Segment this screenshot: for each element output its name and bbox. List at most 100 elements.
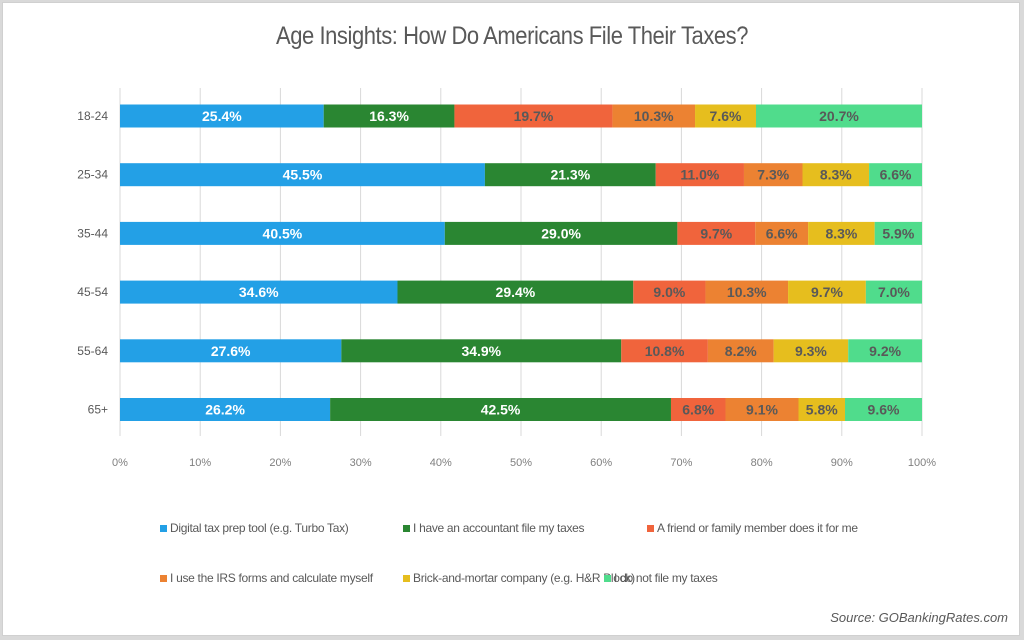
- data-label: 11.0%: [680, 167, 719, 183]
- data-label: 6.6%: [766, 225, 798, 241]
- bar-segment: [633, 280, 706, 304]
- x-tick-label: 90%: [831, 457, 853, 469]
- bar-segment: [330, 398, 671, 421]
- bar-segment: [120, 280, 398, 304]
- data-label: 7.3%: [757, 167, 789, 183]
- source-note: Source: GOBankingRates.com: [830, 610, 1008, 625]
- x-tick-label: 70%: [670, 457, 692, 469]
- data-label: 10.3%: [727, 284, 767, 300]
- data-label: 20.7%: [819, 108, 859, 124]
- x-tick-label: 20%: [269, 457, 291, 469]
- bar-segment: [788, 280, 866, 304]
- category-label: 25-34: [77, 168, 108, 182]
- bar-segment: [120, 339, 342, 363]
- legend-item: I have an accountant file my taxes: [403, 521, 585, 535]
- bar-segment: [397, 280, 634, 304]
- legend-swatch: [403, 525, 410, 532]
- legend-label: I have an accountant file my taxes: [413, 521, 585, 535]
- legend-item: Digital tax prep tool (e.g. Turbo Tax): [160, 521, 349, 535]
- bar-segment: [670, 398, 726, 421]
- bar-segment: [848, 339, 922, 363]
- chart-title: Age Insights: How Do Americans File Thei…: [275, 22, 749, 50]
- data-label: 10.8%: [645, 343, 685, 359]
- category-label: 55-64: [77, 344, 108, 358]
- bar-segment: [845, 398, 922, 421]
- x-tick-label: 30%: [350, 457, 372, 469]
- bar-segment: [743, 163, 803, 187]
- bar-segment: [323, 104, 455, 128]
- data-label: 19.7%: [514, 108, 554, 124]
- data-label: 29.4%: [496, 284, 536, 300]
- bar-segment: [454, 104, 613, 128]
- x-tick-label: 100%: [908, 457, 936, 469]
- data-label: 7.0%: [878, 284, 910, 300]
- bar-segment: [773, 339, 849, 363]
- category-label: 18-24: [77, 109, 108, 123]
- legend-item: Brick-and-mortar company (e.g. H&R Block…: [403, 571, 635, 585]
- data-label: 9.2%: [869, 343, 901, 359]
- bar-segment: [802, 163, 870, 187]
- data-label: 27.6%: [211, 343, 251, 359]
- legend-swatch: [604, 575, 611, 582]
- gridlines: [119, 88, 923, 436]
- data-label: 10.3%: [634, 108, 674, 124]
- bar-segment: [725, 398, 799, 421]
- legend-label: I use the IRS forms and calculate myself: [170, 571, 373, 585]
- legend-swatch: [160, 575, 167, 582]
- bar-segment: [484, 163, 656, 187]
- category-label: 45-54: [77, 285, 108, 299]
- bar-segment: [705, 280, 789, 304]
- data-label: 6.6%: [880, 167, 912, 183]
- bar-segment: [755, 221, 809, 245]
- data-label: 9.6%: [868, 402, 900, 418]
- bar-segment: [755, 104, 922, 128]
- bar-segment: [798, 398, 846, 421]
- bar-segment: [612, 104, 696, 128]
- data-label: 34.9%: [461, 343, 501, 359]
- data-label: 9.7%: [811, 284, 843, 300]
- x-tick-label: 60%: [590, 457, 612, 469]
- legend-label: Digital tax prep tool (e.g. Turbo Tax): [170, 521, 349, 535]
- legend-label: Brick-and-mortar company (e.g. H&R Block…: [413, 571, 635, 585]
- bar-segment: [677, 221, 756, 245]
- data-label: 26.2%: [205, 402, 245, 418]
- legend-item: I use the IRS forms and calculate myself: [160, 571, 373, 585]
- x-tick-label: 10%: [189, 457, 211, 469]
- bar-segment: [695, 104, 756, 128]
- data-label: 9.7%: [700, 225, 732, 241]
- bar-segment: [655, 163, 744, 187]
- x-tick-label: 50%: [510, 457, 532, 469]
- data-label: 5.9%: [882, 225, 914, 241]
- legend-swatch: [647, 525, 654, 532]
- data-labels: 25.4% 16.3% 19.7% 10.3% 7.6% 20.7% 45.5% 21.3% 1…: [202, 108, 915, 418]
- bar-segment: [444, 221, 678, 245]
- data-label: 9.3%: [795, 343, 827, 359]
- data-label: 8.3%: [820, 167, 852, 183]
- data-label: 7.6%: [710, 108, 742, 124]
- bar-segment: [341, 339, 622, 363]
- data-label: 9.0%: [653, 284, 685, 300]
- data-label: 34.6%: [239, 284, 279, 300]
- legend-swatch: [160, 525, 167, 532]
- legend-swatch: [403, 575, 410, 582]
- x-tick-label: 0%: [112, 457, 128, 469]
- bar-segment: [621, 339, 708, 363]
- axes: 0% 10% 20% 30% 40% 50% 60% 70% 80% 90% 100% 18-24 25…: [77, 109, 936, 469]
- legend-label: I do not file my taxes: [614, 571, 718, 585]
- bars: [120, 104, 922, 421]
- legend-label: A friend or family member does it for me: [657, 521, 858, 535]
- bar-segment: [874, 221, 922, 245]
- data-label: 29.0%: [541, 225, 581, 241]
- x-tick-label: 40%: [430, 457, 452, 469]
- data-label: 40.5%: [263, 225, 303, 241]
- category-label: 35-44: [77, 226, 108, 240]
- category-label: 65+: [88, 403, 108, 417]
- data-label: 42.5%: [481, 402, 521, 418]
- legend-item: I do not file my taxes: [604, 571, 718, 585]
- legend-item: A friend or family member does it for me: [647, 521, 858, 535]
- bar-segment: [707, 339, 774, 363]
- bar-segment: [865, 280, 922, 304]
- data-label: 6.8%: [682, 402, 714, 418]
- bar-segment: [808, 221, 875, 245]
